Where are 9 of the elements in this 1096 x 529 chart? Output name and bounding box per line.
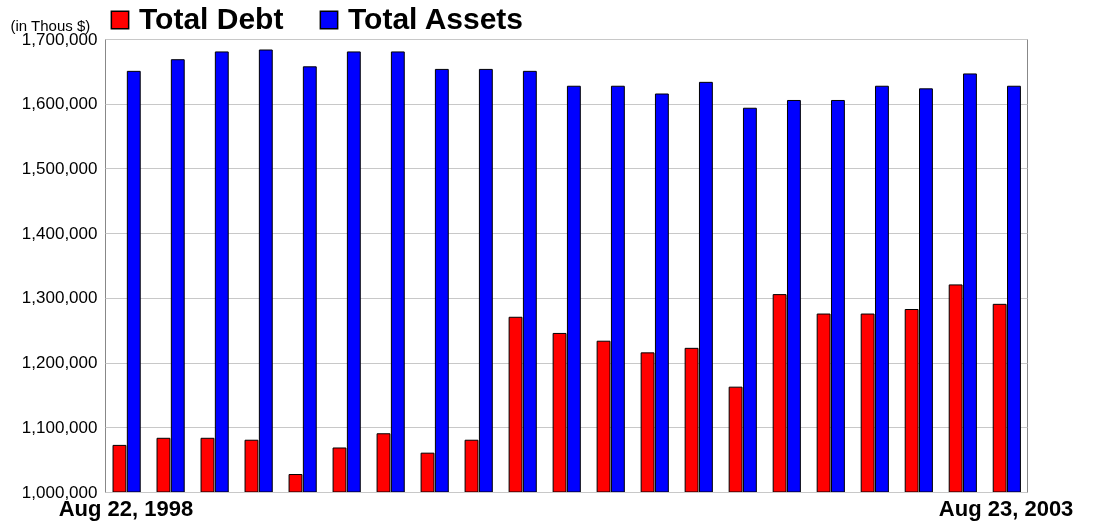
legend-label: Total Assets [348, 2, 524, 35]
y-tick-label: 1,300,000 [21, 288, 98, 308]
y-tick-label: 1,400,000 [21, 223, 98, 243]
y-tick-label: 1,200,000 [21, 353, 98, 373]
x-tick-label: Aug 23, 2003 [938, 495, 1074, 521]
y-tick-label: 1,100,000 [21, 417, 98, 437]
y-tick-label: 1,500,000 [21, 158, 98, 178]
legend-label: Total Debt [139, 2, 284, 35]
y-tick-label: 1,600,000 [21, 94, 98, 114]
